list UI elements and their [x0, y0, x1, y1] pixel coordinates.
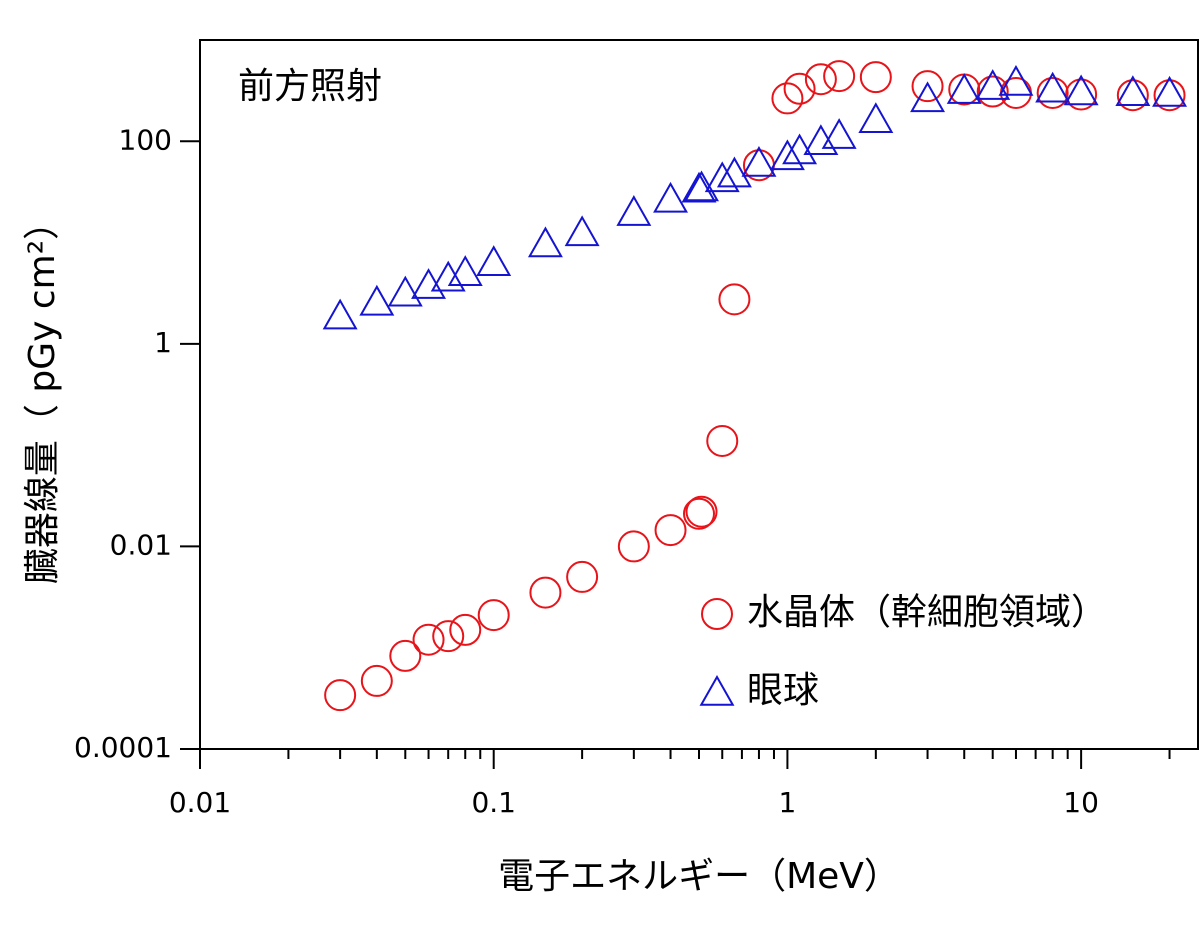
point — [359, 284, 395, 316]
point — [803, 124, 839, 156]
point — [946, 73, 982, 104]
y-tick-label: 0.0001 — [74, 731, 172, 764]
point — [704, 161, 740, 193]
point — [617, 530, 650, 563]
point — [447, 255, 483, 286]
point — [858, 102, 894, 134]
x-tick-label: 10 — [1063, 786, 1099, 819]
point — [998, 64, 1034, 96]
y-tick-label: 100 — [119, 123, 172, 156]
point — [564, 215, 600, 247]
point — [449, 613, 482, 646]
point — [1063, 74, 1099, 106]
point — [911, 70, 944, 103]
point — [476, 245, 512, 276]
legend-label: 眼球 — [747, 670, 819, 711]
point — [1065, 78, 1098, 111]
point — [741, 146, 777, 177]
x-tick-label: 0.01 — [169, 786, 231, 819]
point — [1115, 75, 1151, 106]
legend-label: 水晶体（幹細胞領域） — [747, 592, 1107, 633]
point — [975, 69, 1011, 100]
point — [430, 260, 466, 292]
point — [823, 60, 856, 93]
point — [360, 664, 393, 697]
y-tick-label: 1 — [154, 326, 172, 359]
x-tick-label: 1 — [779, 786, 797, 819]
point — [477, 599, 510, 632]
point — [948, 73, 981, 106]
point — [566, 560, 599, 593]
point — [616, 195, 652, 226]
point — [412, 623, 445, 656]
point — [529, 576, 562, 609]
x-axis-label: 電子エネルギー（MeV） — [498, 856, 900, 897]
plot-frame — [199, 39, 1199, 750]
point — [782, 133, 818, 165]
point — [910, 81, 946, 113]
point — [769, 139, 805, 171]
legend-marker — [701, 598, 733, 630]
point — [411, 268, 447, 299]
legend-marker — [699, 674, 735, 706]
point — [685, 495, 718, 528]
x-tick-label: 0.1 — [471, 786, 516, 819]
point — [716, 156, 752, 188]
annotation: 前方照射 — [238, 66, 382, 107]
point — [654, 514, 687, 547]
point — [322, 298, 358, 330]
point — [387, 275, 423, 307]
point — [1036, 76, 1069, 109]
point — [324, 679, 357, 712]
point — [527, 226, 563, 258]
point — [432, 620, 465, 653]
point — [804, 63, 837, 96]
point — [1152, 75, 1188, 107]
point — [683, 497, 715, 530]
y-tick-label: 0.01 — [110, 528, 172, 561]
point — [859, 61, 892, 94]
point — [771, 82, 804, 115]
point — [1035, 71, 1071, 103]
point — [1153, 79, 1186, 112]
point — [783, 72, 816, 105]
point — [1116, 79, 1149, 112]
point — [976, 75, 1009, 108]
point — [681, 171, 717, 203]
point — [653, 181, 689, 213]
y-axis-label: 臓器線量（ pGy cm²） — [22, 204, 63, 584]
point — [821, 118, 857, 149]
point — [718, 283, 751, 316]
point — [706, 424, 739, 457]
point — [389, 639, 422, 672]
